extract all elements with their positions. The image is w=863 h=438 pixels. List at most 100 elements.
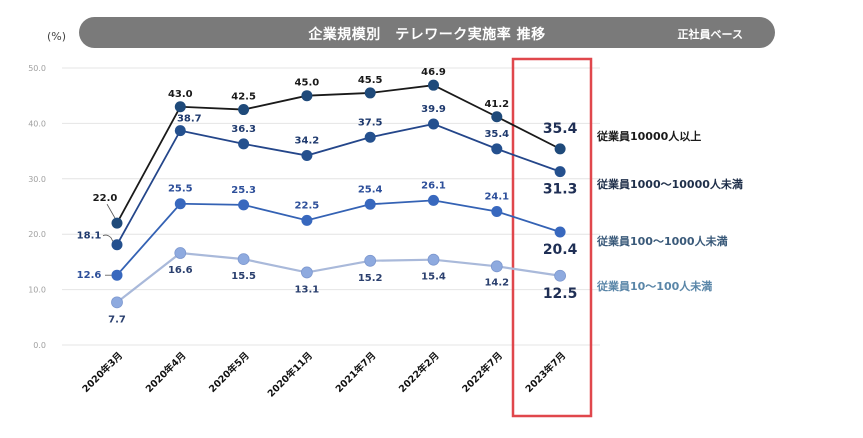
data-point — [174, 247, 187, 259]
x-tick-label: 2020年3月 — [80, 350, 125, 395]
data-point — [364, 254, 377, 267]
x-axis-ticks: 2020年3月 2020年4月 2020年5月 2020年11月 2021年7月 2022… — [80, 350, 568, 400]
series-line — [116, 84, 561, 224]
data-label: 35.4 — [484, 129, 509, 140]
data-point — [491, 111, 503, 123]
data-point — [364, 131, 376, 143]
data-point — [554, 226, 566, 238]
data-point — [301, 214, 313, 226]
data-point — [238, 199, 250, 211]
data-label: 37.5 — [358, 117, 383, 128]
data-label: 20.4 — [543, 242, 578, 258]
data-label: 31.3 — [543, 182, 578, 198]
data-point — [111, 269, 123, 281]
chart-title: 企業規模別 テレワーク実施率 推移 — [308, 27, 546, 43]
data-label: 43.0 — [168, 89, 193, 100]
data-point — [111, 217, 123, 229]
data-point — [427, 253, 440, 266]
highlight-box-2023 — [511, 57, 593, 418]
chart-title-bar: 企業規模別 テレワーク実施率 推移 正社員ベース — [79, 17, 775, 48]
data-label: 46.9 — [421, 67, 446, 78]
leader-lines — [102, 203, 116, 276]
data-label: 34.2 — [295, 136, 320, 147]
x-tick-label: 2023年7月 — [523, 350, 568, 395]
data-label: 15.2 — [358, 273, 383, 284]
data-label: 15.5 — [231, 271, 256, 282]
data-label: 14.2 — [484, 277, 509, 288]
data-label: 25.3 — [231, 185, 256, 196]
data-label: 18.1 — [77, 231, 102, 242]
series-lines — [116, 84, 561, 304]
y-tick-label: 40.0 — [28, 119, 46, 128]
y-tick-label: 20.0 — [28, 230, 46, 239]
data-point — [491, 143, 503, 155]
data-label: 16.6 — [168, 265, 193, 276]
data-label: 42.5 — [231, 92, 256, 103]
data-label: 25.4 — [358, 184, 383, 195]
y-tick-label: 0.0 — [33, 341, 46, 350]
data-label: 13.1 — [295, 284, 320, 295]
data-point — [300, 266, 313, 279]
data-point — [174, 125, 186, 137]
x-tick-label: 2020年5月 — [206, 350, 251, 395]
x-tick-label: 2020年4月 — [143, 350, 188, 395]
y-axis-ticks: 0.0 10.0 20.0 30.0 40.0 50.0 — [28, 64, 46, 350]
data-point — [428, 79, 439, 91]
data-label: 45.5 — [358, 75, 383, 86]
data-label: 39.9 — [421, 104, 446, 115]
data-point — [301, 90, 313, 102]
legend-item: 従業員10〜100人未満 — [596, 279, 712, 293]
data-point — [428, 118, 439, 130]
chart-subtitle: 正社員ベース — [677, 28, 743, 41]
data-point — [301, 150, 313, 162]
data-point — [174, 198, 186, 210]
x-tick-label: 2022年7月 — [460, 350, 505, 395]
data-point — [554, 166, 566, 178]
data-point — [364, 198, 376, 210]
series-line — [116, 123, 561, 246]
data-point — [111, 239, 123, 251]
x-tick-label: 2022年2月 — [396, 350, 441, 395]
data-point — [490, 260, 503, 273]
legend-item: 従業員10000人以上 — [596, 129, 701, 143]
y-tick-label: 30.0 — [28, 175, 46, 184]
data-label: 12.6 — [77, 270, 102, 281]
data-point — [554, 269, 566, 282]
data-label: 24.1 — [484, 191, 509, 202]
x-tick-label: 2020年11月 — [265, 350, 315, 400]
series-line — [116, 199, 561, 276]
data-point — [174, 101, 186, 113]
data-point — [238, 138, 250, 150]
x-tick-label: 2021年7月 — [333, 350, 378, 395]
leader-line — [102, 234, 114, 242]
data-label: 38.7 — [177, 114, 202, 125]
grid-lines — [62, 67, 600, 346]
data-label: 7.7 — [108, 314, 126, 325]
data-point — [491, 205, 503, 217]
leader-line — [106, 203, 116, 219]
data-label: 45.0 — [295, 78, 320, 89]
data-label: 35.4 — [543, 121, 578, 137]
y-axis-unit-label: (%) — [47, 30, 67, 43]
data-point — [111, 296, 123, 309]
y-tick-label: 10.0 — [28, 286, 46, 295]
data-label: 41.2 — [484, 99, 509, 110]
data-point — [237, 253, 250, 266]
series-line — [116, 251, 561, 304]
data-labels: 22.0 43.0 42.5 45.0 45.5 46.9 41.2 35.4 18.1 38.7… — [77, 67, 578, 325]
data-label: 22.0 — [93, 193, 118, 204]
data-point — [428, 194, 439, 206]
series-markers — [111, 79, 566, 309]
data-point — [554, 143, 566, 155]
data-label: 36.3 — [231, 124, 256, 135]
data-point — [238, 104, 250, 116]
data-label: 26.1 — [421, 180, 446, 191]
data-label: 25.5 — [168, 184, 193, 195]
legend: 従業員10000人以上従業員1000〜10000人未満従業員100〜1000人未… — [596, 129, 743, 293]
data-label: 22.5 — [295, 200, 320, 211]
data-point — [364, 87, 376, 99]
legend-item: 従業員1000〜10000人未満 — [596, 177, 743, 191]
data-label: 15.4 — [421, 272, 446, 283]
legend-item: 従業員100〜1000人未満 — [596, 234, 728, 248]
